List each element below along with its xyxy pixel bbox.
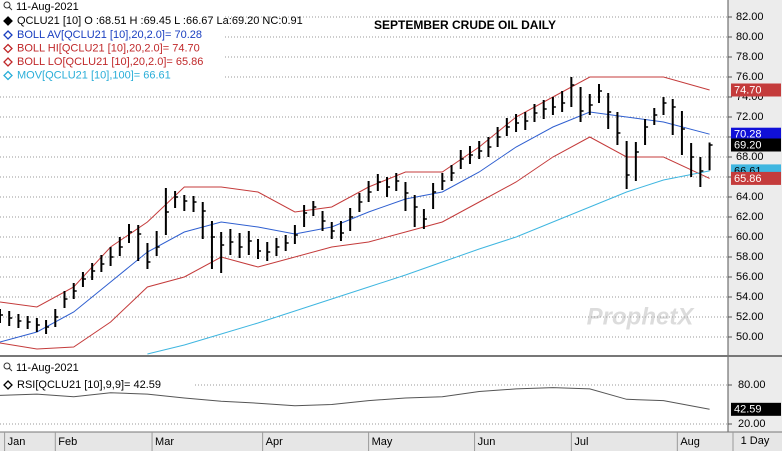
price-axis-strip: [728, 0, 782, 451]
legend-label: RSI[QCLU21 [10],9,9]= 42.59: [17, 379, 161, 391]
x-tick-label: Feb: [58, 436, 77, 448]
value-box-label: 74.70: [734, 84, 762, 96]
legend-marker: [3, 380, 13, 390]
date: 11-Aug-2021: [16, 362, 79, 374]
legend-label: BOLL AV[QCLU21 [10],20,2.0]= 70.28: [17, 29, 202, 41]
y-tick-label: 54.00: [736, 291, 764, 303]
date: 11-Aug-2021: [16, 1, 79, 13]
value-box-label: 69.20: [734, 139, 762, 151]
x-tick-label: Jan: [8, 436, 26, 448]
series-line: [147, 170, 710, 355]
y-tick-label: 72.00: [736, 111, 764, 123]
series-line: [0, 387, 710, 410]
y-tick-label: 52.00: [736, 311, 764, 323]
legend-background: [0, 378, 195, 392]
legend-marker: [3, 16, 13, 26]
y-tick-label: 60.00: [736, 231, 764, 243]
value-box: [731, 83, 781, 97]
x-tick-label: May: [372, 436, 393, 448]
x-tick-label: Jul: [574, 436, 588, 448]
y-tick-label: 80.00: [738, 379, 766, 391]
y-tick-label: 68.00: [736, 151, 764, 163]
legend-header: QCLU21 [10] O :68.51 H :69.45 L :66.67 L…: [17, 15, 303, 27]
value-box: [731, 138, 781, 152]
series-line: [0, 136, 710, 350]
y-tick-label: 62.00: [736, 211, 764, 223]
series-line: [0, 76, 710, 308]
search-icon[interactable]: [3, 1, 13, 11]
y-tick-label: 82.00: [736, 11, 764, 23]
x-tick-label: Aug: [680, 436, 700, 448]
y-tick-label: 80.00: [736, 31, 764, 43]
y-tick-label: 58.00: [736, 251, 764, 263]
x-tick-label: Apr: [266, 436, 283, 448]
value-box-label: 65.86: [734, 173, 762, 185]
time-axis-strip: [0, 432, 782, 451]
search-icon[interactable]: [3, 362, 13, 372]
x-tick-label: Mar: [155, 436, 174, 448]
value-box: [731, 402, 781, 416]
legend-label: BOLL HI[QCLU21 [10],20,2.0]= 74.70: [17, 42, 200, 54]
legend-marker: [3, 43, 13, 54]
value-box-label: 42.59: [734, 404, 762, 416]
legend-marker: [3, 70, 13, 81]
y-tick-label: 76.00: [736, 71, 764, 83]
y-tick-label: 56.00: [736, 271, 764, 283]
y-tick-label: 20.00: [738, 418, 766, 430]
legend-label: BOLL LO[QCLU21 [10],20,2.0]= 65.86: [17, 56, 203, 68]
legend-label: MOV[QCLU21 [10],100]= 66.61: [17, 69, 171, 81]
watermark: ProphetX: [587, 303, 696, 330]
value-box: [731, 127, 781, 141]
y-tick-label: 64.00: [736, 191, 764, 203]
period-label: 1 Day: [741, 435, 770, 447]
legend-marker: [3, 30, 13, 40]
value-box: [731, 171, 781, 185]
value-box-label: 70.28: [734, 129, 762, 141]
y-tick-label: 78.00: [736, 51, 764, 63]
y-tick-label: 50.00: [736, 331, 764, 343]
x-tick-label: Jun: [478, 436, 496, 448]
legend-background: [0, 14, 225, 84]
legend-marker: [3, 57, 13, 67]
chart-title: SEPTEMBER CRUDE OIL DAILY: [374, 18, 556, 32]
